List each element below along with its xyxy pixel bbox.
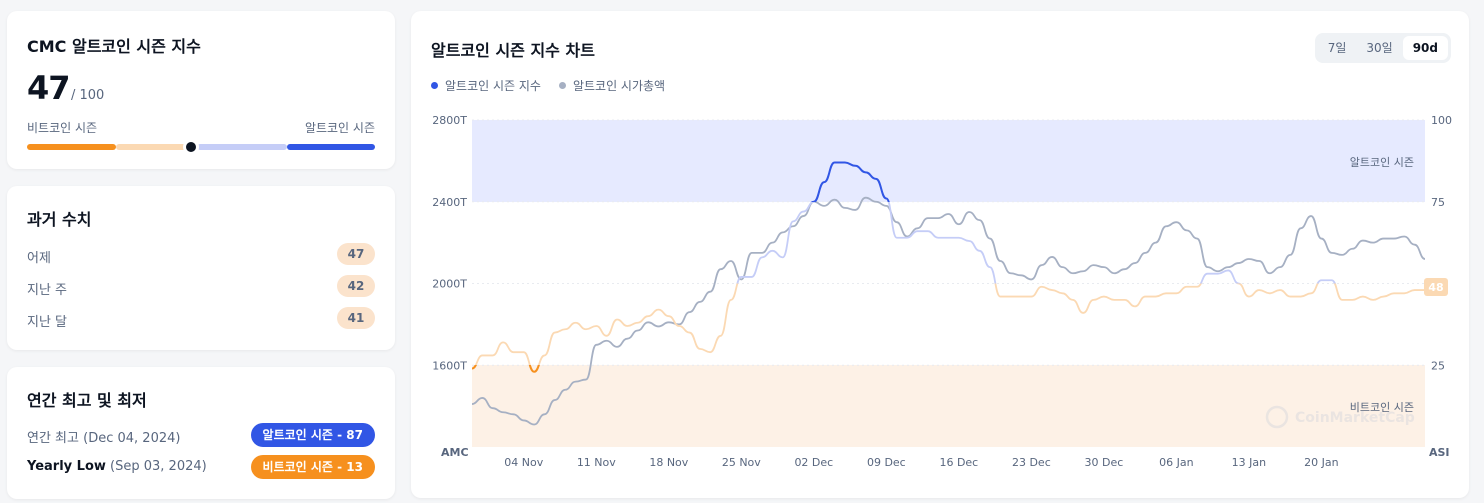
zone-bottom-label: 비트코인 시즌 [1350, 401, 1414, 414]
yearly-high-date: (Dec 04, 2024) [83, 431, 181, 446]
current-value-badge: 48 [1428, 281, 1443, 294]
history-last-month-label: 지난 달 [27, 315, 68, 330]
x-tick-label: 30 Dec [1084, 456, 1123, 469]
x-tick-label: 13 Jan [1232, 456, 1266, 469]
history-title: 과거 수치 [27, 210, 92, 229]
y-left-tick-label: 2000T [432, 278, 467, 291]
history-yesterday-value: 47 [337, 243, 375, 265]
index-max: / 100 [71, 88, 105, 103]
legend-label-mcap: 알트코인 시가총액 [572, 79, 666, 93]
yearly-low-label: Yearly Low [27, 459, 106, 474]
zone-top-label: 알트코인 시즌 [1350, 155, 1414, 169]
y-right-tick-label: 75 [1431, 196, 1445, 209]
x-tick-label: 11 Nov [577, 456, 616, 469]
historical-values-card: 과거 수치 어제 47 지난 주 42 지난 달 41 [7, 186, 395, 350]
watermark: CoinMarketCap [1265, 405, 1415, 429]
x-tick-label: 20 Jan [1304, 456, 1338, 469]
legend-item-index[interactable]: 알트코인 시즌 지수 [431, 77, 541, 94]
watermark-text: CoinMarketCap [1295, 410, 1415, 426]
left-axis-name: AMC [441, 446, 469, 459]
x-tick-label: 04 Nov [504, 456, 543, 469]
mcap-series-line [471, 196, 1426, 426]
yearly-low-row: Yearly Low (Sep 03, 2024) [27, 459, 207, 474]
legend-dot-mcap [558, 82, 566, 89]
legend-label-index: 알트코인 시즌 지수 [445, 79, 541, 93]
y-right-tick-label: 25 [1431, 359, 1445, 372]
bitcoin-season-label: 비트코인 시즌 [27, 121, 98, 135]
x-tick-label: 02 Dec [794, 456, 833, 469]
x-tick-label: 18 Nov [649, 456, 688, 469]
x-tick-label: 23 Dec [1012, 456, 1051, 469]
altcoin-index-chart-card: 알트코인 시즌 지수 차트 7일 30일 90d 알트코인 시즌 지수 알트코인… [411, 11, 1469, 498]
current-value-badge-bg [1424, 278, 1448, 296]
x-tick-label: 16 Dec [939, 456, 978, 469]
altcoin-season-bar [287, 144, 375, 150]
index-value: 47 [27, 69, 71, 107]
line-chart[interactable]: 알트코인 시즌 비트코인 시즌 CoinMarketCap 2800T 2400T… [411, 11, 1469, 498]
bitcoin-season-zone [472, 365, 1425, 447]
index-series-line-lower [474, 283, 1425, 366]
index-series-line-upper [736, 201, 1336, 284]
yearly-high-label: 연간 최고 [27, 431, 79, 446]
y-left-tick-label: 1600T [432, 359, 467, 372]
yearly-high-badge: 알트코인 시즌 - 87 [250, 423, 375, 447]
chart-title: 알트코인 시즌 지수 차트 [431, 41, 595, 60]
history-last-week-label: 지난 주 [27, 283, 68, 298]
yearly-high-row: 연간 최고 (Dec 04, 2024) [27, 427, 180, 446]
chart-legend: 알트코인 시즌 지수 알트코인 시가총액 [431, 77, 665, 94]
range-selector: 7일 30일 90d [1314, 33, 1451, 63]
x-tick-label: 25 Nov [722, 456, 761, 469]
altcoin-light-bar [197, 144, 287, 150]
coinmarketcap-logo-icon [1265, 405, 1289, 429]
bitcoin-light-bar [116, 144, 190, 150]
history-last-month-value: 41 [337, 307, 375, 329]
yearly-low-date: (Sep 03, 2024) [110, 459, 207, 474]
history-yesterday-label: 어제 [27, 251, 51, 266]
bitcoin-season-bar [27, 144, 116, 150]
x-tick-label: 06 Jan [1159, 456, 1193, 469]
right-axis-name: ASI [1429, 446, 1450, 459]
altcoin-season-zone [472, 120, 1425, 202]
range-7d-button[interactable]: 7일 [1327, 41, 1347, 55]
yearly-low-badge: 비트코인 시즌 - 13 [250, 455, 375, 479]
yearly-title: 연간 최고 및 최저 [27, 391, 147, 410]
range-90d-button[interactable]: 90d [1402, 36, 1448, 60]
yearly-high-low-card: 연간 최고 및 최저 연간 최고 (Dec 04, 2024) 알트코인 시즌 … [7, 367, 395, 499]
history-last-week-value: 42 [337, 275, 375, 297]
index-indicator-knob [184, 140, 198, 154]
altcoin-index-card: CMC 알트코인 시즌 지수 47 / 100 비트코인 시즌 알트코인 시즌 [7, 11, 395, 169]
y-left-tick-label: 2400T [432, 196, 467, 209]
altcoin-season-label: 알트코인 시즌 [304, 121, 375, 135]
x-tick-label: 09 Dec [867, 456, 906, 469]
y-right-tick-label: 100 [1431, 114, 1452, 127]
index-card-title: CMC 알트코인 시즌 지수 [27, 37, 201, 56]
legend-item-mcap[interactable]: 알트코인 시가총액 [558, 77, 666, 94]
y-left-tick-label: 2800T [432, 114, 467, 127]
legend-dot-index [431, 82, 438, 89]
range-30d-button[interactable]: 30일 [1366, 41, 1393, 55]
